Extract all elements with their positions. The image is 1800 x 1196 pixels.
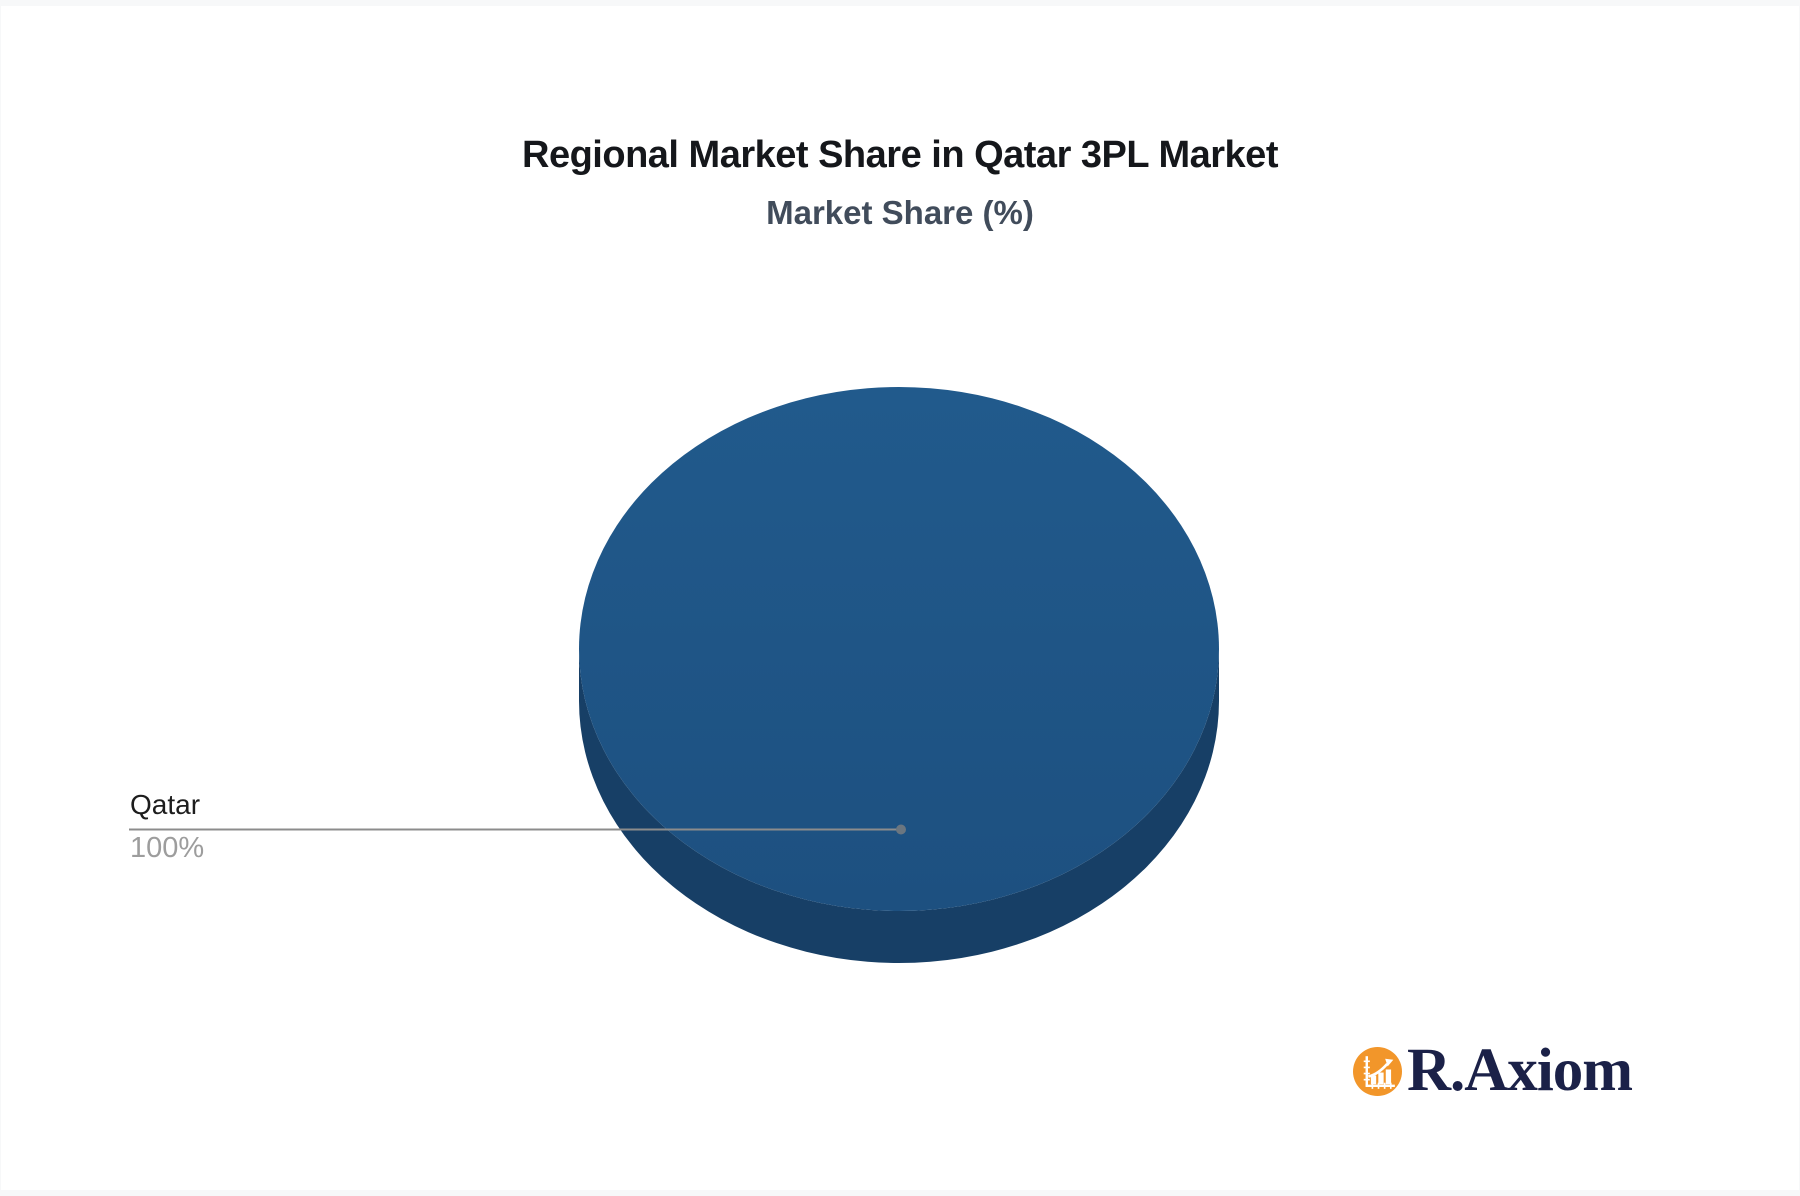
pie-slice-side-face <box>579 649 1219 963</box>
brand-name: R.Axiom <box>1407 1037 1633 1104</box>
label-leader-dot <box>896 824 906 835</box>
bar-chart-growth-icon <box>1353 1046 1402 1096</box>
pie-label-name: Qatar <box>130 789 201 820</box>
chart-subtitle: Market Share (%) <box>766 194 1034 231</box>
pie-chart-plot <box>129 387 1219 963</box>
chart-title: Regional Market Share in Qatar 3PL Marke… <box>522 134 1278 176</box>
pie-label-value: 100% <box>130 832 205 864</box>
pie-slice-qatar[interactable] <box>579 387 1219 911</box>
brand-logo: R.Axiom <box>1353 1037 1633 1104</box>
chart-canvas: Regional Market Share in Qatar 3PL Marke… <box>1 6 1799 1190</box>
